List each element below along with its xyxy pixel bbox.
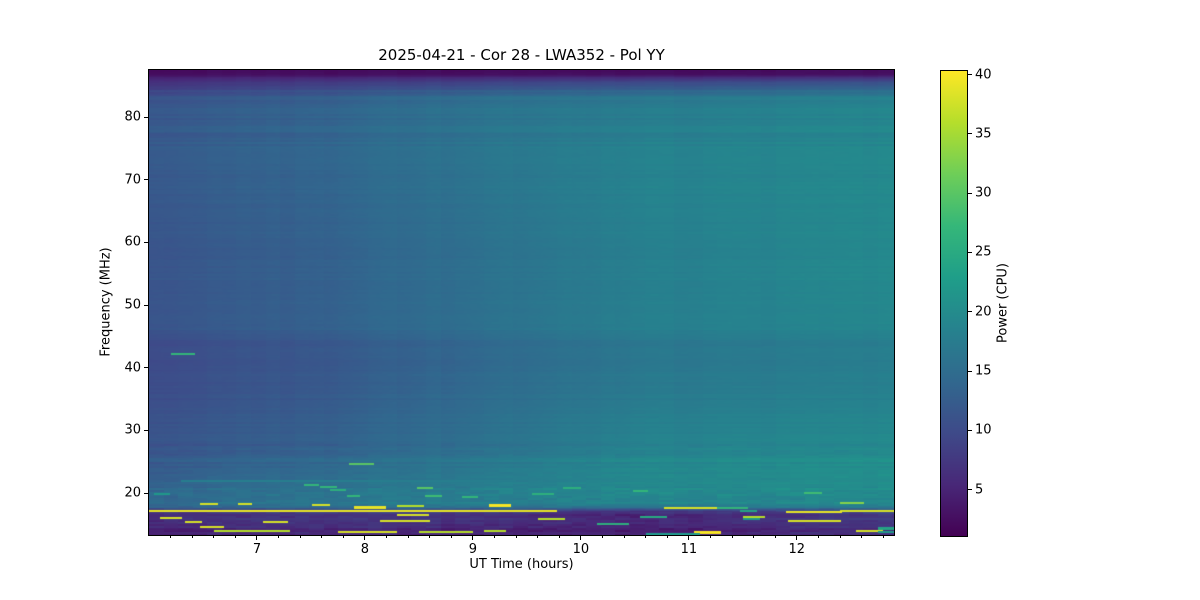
y-major-tick: [144, 492, 148, 494]
x-minor-tick: [731, 536, 733, 538]
plot-frame: [148, 69, 895, 536]
x-axis-label: UT Time (hours): [469, 557, 574, 572]
x-minor-tick: [234, 536, 236, 538]
x-minor-tick: [666, 536, 668, 538]
x-minor-tick: [537, 536, 539, 538]
x-major-tick: [796, 536, 798, 540]
colorbar-tick-label: 20: [975, 304, 992, 320]
x-minor-tick: [515, 536, 517, 538]
x-tick-label: 8: [360, 542, 370, 557]
x-minor-tick: [861, 536, 863, 538]
x-major-tick: [256, 536, 258, 540]
colorbar-tick: [968, 370, 972, 372]
colorbar-gradient: [941, 71, 967, 536]
y-major-tick: [144, 241, 148, 243]
x-minor-tick: [278, 536, 280, 538]
x-major-tick: [472, 536, 474, 540]
x-minor-tick: [494, 536, 495, 538]
y-tick-label: 30: [124, 422, 141, 438]
colorbar-tick: [968, 133, 972, 135]
y-major-tick: [144, 367, 148, 369]
y-major-tick: [144, 304, 148, 306]
x-minor-tick: [558, 536, 560, 538]
y-major-tick: [144, 179, 148, 181]
colorbar-label: Power (CPU): [995, 262, 1011, 344]
x-minor-tick: [429, 536, 431, 538]
y-tick-label: 70: [124, 172, 141, 188]
x-minor-tick: [817, 536, 819, 538]
x-major-tick: [688, 536, 690, 540]
x-minor-tick: [839, 536, 841, 538]
x-major-tick: [580, 536, 582, 540]
colorbar-tick-label: 40: [975, 67, 992, 83]
x-tick-label: 12: [788, 542, 806, 557]
colorbar-tick: [968, 192, 972, 194]
colorbar-tick-label: 30: [975, 185, 992, 201]
x-minor-tick: [170, 536, 172, 538]
x-minor-tick: [645, 536, 647, 538]
x-major-tick: [364, 536, 366, 540]
x-tick-label: 9: [468, 542, 478, 557]
chart-title: 2025-04-21 - Cor 28 - LWA352 - Pol YY: [378, 46, 665, 64]
colorbar-tick-label: 25: [975, 244, 992, 260]
x-minor-tick: [191, 536, 193, 538]
y-tick-label: 80: [124, 109, 141, 125]
colorbar-tick-label: 5: [975, 482, 984, 498]
x-minor-tick: [709, 536, 711, 538]
x-minor-tick: [774, 536, 776, 538]
y-major-tick: [144, 116, 148, 118]
colorbar-tick: [968, 489, 972, 491]
colorbar: [940, 70, 968, 537]
x-minor-tick: [342, 536, 344, 538]
y-tick-label: 20: [124, 485, 141, 501]
x-minor-tick: [753, 536, 755, 538]
x-minor-tick: [882, 536, 884, 538]
x-tick-label: 10: [572, 542, 590, 557]
y-axis-label: Frequency (MHz): [98, 247, 114, 357]
colorbar-tick: [968, 429, 972, 431]
x-minor-tick: [450, 536, 452, 538]
colorbar-tick-label: 35: [975, 126, 992, 142]
x-minor-tick: [407, 536, 409, 538]
x-tick-label: 11: [680, 542, 698, 557]
x-minor-tick: [601, 536, 603, 538]
colorbar-tick-label: 15: [975, 363, 992, 379]
x-tick-label: 7: [252, 542, 262, 557]
y-tick-label: 60: [124, 234, 141, 250]
colorbar-tick: [968, 74, 972, 76]
x-minor-tick: [213, 536, 215, 538]
x-minor-tick: [386, 536, 388, 538]
colorbar-tick-label: 10: [975, 422, 992, 438]
y-tick-label: 50: [124, 297, 141, 313]
x-minor-tick: [623, 536, 625, 538]
colorbar-tick: [968, 311, 972, 313]
x-minor-tick: [321, 536, 323, 538]
y-major-tick: [144, 429, 148, 431]
y-tick-label: 40: [124, 360, 141, 376]
colorbar-tick: [968, 251, 972, 253]
spectrogram-heatmap: [149, 70, 894, 535]
x-minor-tick: [299, 536, 301, 538]
